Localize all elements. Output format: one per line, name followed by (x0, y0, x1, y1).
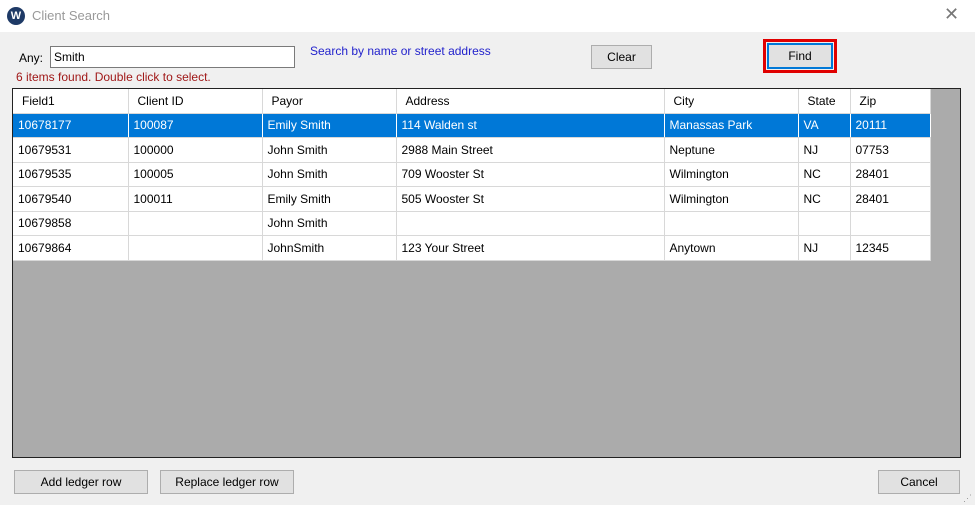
table-cell[interactable]: 28401 (850, 162, 931, 187)
table-cell[interactable]: 123 Your Street (396, 235, 665, 261)
table-cell[interactable]: John Smith (262, 137, 397, 163)
table-cell[interactable] (798, 211, 851, 236)
column-header[interactable]: Address (396, 89, 665, 114)
window-title: Client Search (32, 8, 111, 23)
table-cell[interactable]: NC (798, 162, 851, 187)
table-cell[interactable]: 10679535 (13, 162, 129, 187)
table-cell[interactable]: Neptune (664, 137, 799, 163)
table-cell[interactable]: 20111 (850, 113, 931, 138)
table-cell[interactable] (128, 235, 263, 261)
table-cell[interactable]: Anytown (664, 235, 799, 261)
table-cell[interactable]: 07753 (850, 137, 931, 163)
table-row[interactable]: 10678177 100087 Emily Smith 114 Walden st Ma… (13, 113, 931, 138)
status-text: 6 items found. Double click to select. (16, 70, 211, 84)
column-header[interactable]: Field1 (13, 89, 129, 114)
table-cell[interactable]: 100005 (128, 162, 263, 187)
table-row[interactable]: 10679540 100011 Emily Smith 505 Wooster St W… (13, 186, 931, 212)
table-cell[interactable]: Emily Smith (262, 113, 397, 138)
resize-grip-icon[interactable]: ⋰ (963, 493, 972, 503)
find-highlight-box (763, 39, 837, 73)
table-cell[interactable]: 709 Wooster St (396, 162, 665, 187)
table-cell[interactable]: 12345 (850, 235, 931, 261)
column-header[interactable]: Client ID (128, 89, 263, 114)
table-cell[interactable]: 100011 (128, 186, 263, 212)
table-cell[interactable]: Wilmington (664, 162, 799, 187)
table-cell[interactable]: John Smith (262, 162, 397, 187)
close-icon[interactable]: ✕ (944, 4, 960, 24)
table-cell[interactable]: NC (798, 186, 851, 212)
table-cell[interactable] (128, 211, 263, 236)
table-cell[interactable]: NJ (798, 235, 851, 261)
table-row[interactable]: 10679535 100005 John Smith 709 Wooster St Wi… (13, 162, 931, 187)
table-cell[interactable]: 505 Wooster St (396, 186, 665, 212)
app-logo-icon: W (7, 7, 25, 25)
column-header[interactable]: City (664, 89, 799, 114)
table-cell[interactable]: Wilmington (664, 186, 799, 212)
table-cell[interactable]: VA (798, 113, 851, 138)
title-bar (0, 0, 975, 32)
column-header[interactable]: Payor (262, 89, 397, 114)
table-row[interactable]: 10679858 John Smith (13, 211, 931, 236)
search-hint: Search by name or street address (310, 44, 491, 58)
table-cell[interactable]: 10679531 (13, 137, 129, 163)
results-grid[interactable]: Field1 Client ID Payor Address City State Zip … (12, 88, 961, 458)
table-row[interactable]: 10679864 JohnSmith 123 Your Street Anytown N… (13, 235, 931, 261)
table-cell[interactable] (396, 211, 665, 236)
clear-button[interactable]: Clear (591, 45, 652, 69)
table-cell[interactable]: 28401 (850, 186, 931, 212)
table-cell[interactable] (664, 211, 799, 236)
find-button[interactable]: Find (767, 43, 833, 69)
header-row: Field1 Client ID Payor Address City State Zip (13, 89, 931, 114)
table-cell[interactable] (850, 211, 931, 236)
table-row[interactable]: 10679531 100000 John Smith 2988 Main Street… (13, 137, 931, 163)
table-cell[interactable]: Manassas Park (664, 113, 799, 138)
cancel-button[interactable]: Cancel (878, 470, 960, 494)
replace-ledger-row-button[interactable]: Replace ledger row (160, 470, 294, 494)
table-cell[interactable]: Emily Smith (262, 186, 397, 212)
search-input[interactable] (50, 46, 295, 68)
results-table: Field1 Client ID Payor Address City State Zip … (13, 89, 931, 261)
table-cell[interactable]: 2988 Main Street (396, 137, 665, 163)
table-cell[interactable]: 10679858 (13, 211, 129, 236)
table-cell[interactable]: NJ (798, 137, 851, 163)
any-label: Any: (19, 51, 44, 65)
table-cell[interactable]: 10678177 (13, 113, 129, 138)
table-cell[interactable]: 100000 (128, 137, 263, 163)
table-cell[interactable]: John Smith (262, 211, 397, 236)
table-cell[interactable]: 10679864 (13, 235, 129, 261)
column-header[interactable]: State (798, 89, 851, 114)
table-cell[interactable]: JohnSmith (262, 235, 397, 261)
column-header[interactable]: Zip (850, 89, 931, 114)
table-cell[interactable]: 10679540 (13, 186, 129, 212)
add-ledger-row-button[interactable]: Add ledger row (14, 470, 148, 494)
table-cell[interactable]: 114 Walden st (396, 113, 665, 138)
table-cell[interactable]: 100087 (128, 113, 263, 138)
